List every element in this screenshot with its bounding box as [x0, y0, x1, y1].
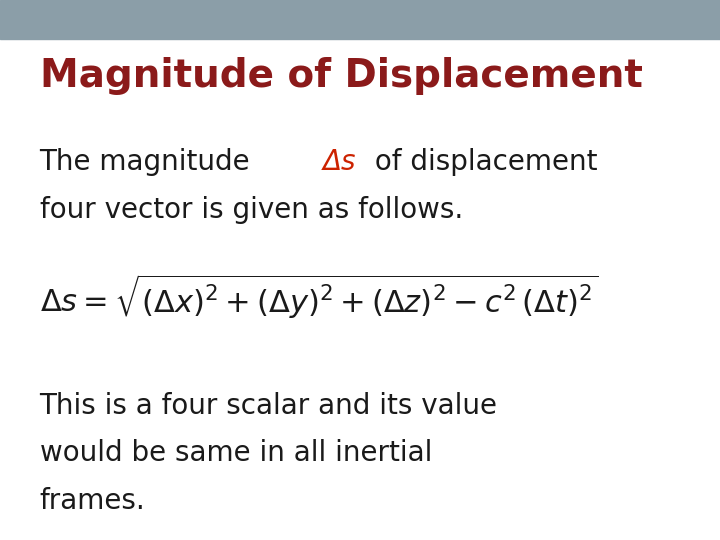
- Text: This is a four scalar and its value: This is a four scalar and its value: [40, 392, 498, 420]
- Text: $\Delta s = \sqrt{(\Delta x)^2 + (\Delta y)^2 + (\Delta z)^2 - c^2\,(\Delta t)^2: $\Delta s = \sqrt{(\Delta x)^2 + (\Delta…: [40, 273, 598, 321]
- Text: Magnitude of Displacement: Magnitude of Displacement: [40, 57, 642, 94]
- Text: Δs: Δs: [323, 148, 356, 177]
- Text: four vector is given as follows.: four vector is given as follows.: [40, 196, 463, 224]
- Text: frames.: frames.: [40, 487, 145, 515]
- Bar: [0, 0, 720, 39]
- Text: would be same in all inertial: would be same in all inertial: [40, 439, 432, 467]
- Text: The magnitude: The magnitude: [40, 148, 259, 177]
- Text: of displacement: of displacement: [366, 148, 598, 177]
